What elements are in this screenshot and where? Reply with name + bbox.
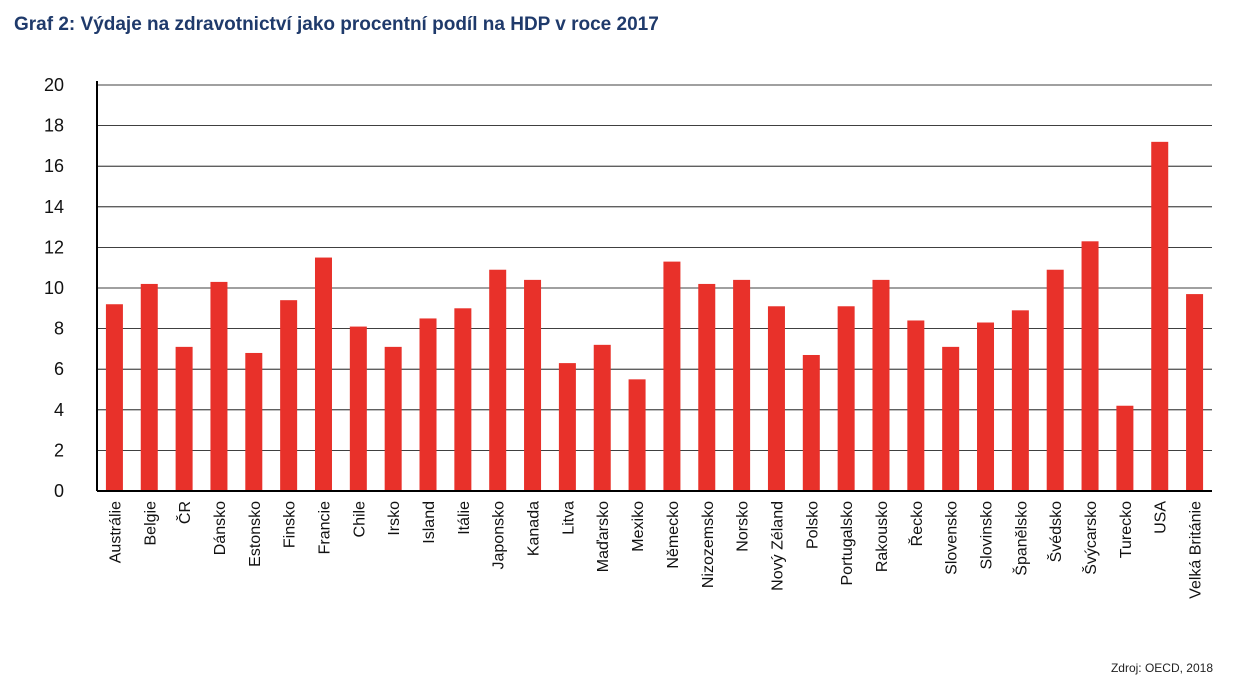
bar bbox=[837, 306, 855, 491]
x-tick-label: Kanada bbox=[526, 501, 543, 556]
x-tick-label: Itálie bbox=[456, 501, 473, 535]
x-tick-label: Japonsko bbox=[491, 501, 508, 570]
x-tick-label: Německo bbox=[665, 501, 682, 569]
axes bbox=[96, 81, 1212, 492]
bar bbox=[558, 363, 576, 491]
y-tick-label: 8 bbox=[54, 319, 64, 339]
x-tick-label: Estonsko bbox=[247, 501, 264, 567]
bar bbox=[419, 318, 437, 491]
bar bbox=[314, 257, 332, 491]
bar bbox=[733, 279, 751, 491]
y-tick-label: 18 bbox=[44, 116, 64, 136]
x-tick-label: Austrálie bbox=[107, 501, 124, 563]
x-tick-label: Irsko bbox=[386, 501, 403, 536]
bar bbox=[280, 300, 298, 491]
chart-title: Graf 2: Výdaje na zdravotnictví jako pro… bbox=[14, 14, 659, 35]
y-tick-label: 12 bbox=[44, 237, 64, 257]
x-tick-label: USA bbox=[1153, 501, 1170, 534]
source-note: Zdroj: OECD, 2018 bbox=[1110, 661, 1213, 675]
x-tick-label: Portugalsko bbox=[839, 501, 856, 586]
x-tick-label: Španělsko bbox=[1011, 501, 1030, 576]
x-tick-label: Turecko bbox=[1118, 501, 1135, 558]
x-tick-label: Velká Británie bbox=[1188, 501, 1205, 599]
bar bbox=[1116, 405, 1134, 491]
bar bbox=[489, 269, 507, 491]
x-tick-label: Belgie bbox=[142, 501, 159, 546]
bar bbox=[175, 346, 193, 491]
bar bbox=[1081, 241, 1099, 491]
bar bbox=[524, 279, 542, 491]
bar bbox=[977, 322, 995, 491]
gridlines bbox=[97, 84, 1212, 451]
bar bbox=[802, 354, 820, 491]
x-tick-label: Finsko bbox=[282, 501, 299, 548]
y-tick-label: 0 bbox=[54, 481, 64, 501]
y-tick-label: 20 bbox=[44, 75, 64, 95]
bar bbox=[384, 346, 402, 491]
bar bbox=[245, 352, 263, 491]
bar bbox=[1151, 141, 1169, 491]
x-tick-label: Maďarsko bbox=[595, 501, 612, 572]
x-tick-label: Island bbox=[421, 501, 438, 544]
y-tick-labels: 0 2 4 6 8 10 12 14 16 18 20 bbox=[44, 75, 64, 501]
y-tick-label: 14 bbox=[44, 197, 64, 217]
y-tick-label: 6 bbox=[54, 359, 64, 379]
x-tick-label: Slovinsko bbox=[979, 501, 996, 570]
x-tick-label: Švédsko bbox=[1046, 501, 1065, 562]
x-tick-labels: Austrálie Belgie ČR Dánsko Estonsko Finsko Fra… bbox=[107, 501, 1204, 599]
x-tick-label: Nový Zéland bbox=[769, 501, 786, 591]
bar bbox=[105, 304, 123, 491]
x-tick-label: Chile bbox=[351, 501, 368, 538]
bar bbox=[942, 346, 960, 491]
x-tick-label: Nizozemsko bbox=[700, 501, 717, 588]
bar bbox=[767, 306, 785, 491]
y-tick-label: 10 bbox=[44, 278, 64, 298]
bar bbox=[1186, 294, 1204, 491]
bar bbox=[454, 308, 472, 491]
x-tick-label: Slovensko bbox=[944, 501, 961, 575]
x-tick-label: ČR bbox=[175, 501, 194, 524]
x-tick-label: Polsko bbox=[804, 501, 821, 549]
x-tick-label: Francie bbox=[316, 501, 333, 554]
x-tick-label: Norsko bbox=[735, 501, 752, 552]
bar bbox=[628, 379, 646, 491]
bar bbox=[210, 281, 228, 491]
bar bbox=[698, 283, 716, 491]
x-tick-label: Rakousko bbox=[874, 501, 891, 572]
x-tick-label: Švýcarsko bbox=[1081, 501, 1100, 575]
bar bbox=[907, 320, 925, 491]
bar bbox=[1011, 310, 1029, 491]
x-tick-label: Řecko bbox=[907, 501, 926, 546]
x-tick-label: Mexiko bbox=[630, 501, 647, 552]
y-tick-label: 4 bbox=[54, 400, 64, 420]
x-tick-label: Litva bbox=[560, 501, 577, 535]
bars bbox=[105, 141, 1204, 491]
bar bbox=[1046, 269, 1064, 491]
y-tick-label: 16 bbox=[44, 156, 64, 176]
x-tick-label: Dánsko bbox=[212, 501, 229, 555]
bar bbox=[593, 344, 611, 491]
bar bbox=[349, 326, 367, 491]
y-tick-label: 2 bbox=[54, 440, 64, 460]
bar bbox=[140, 283, 158, 491]
bar bbox=[872, 279, 890, 491]
bar bbox=[663, 261, 681, 491]
